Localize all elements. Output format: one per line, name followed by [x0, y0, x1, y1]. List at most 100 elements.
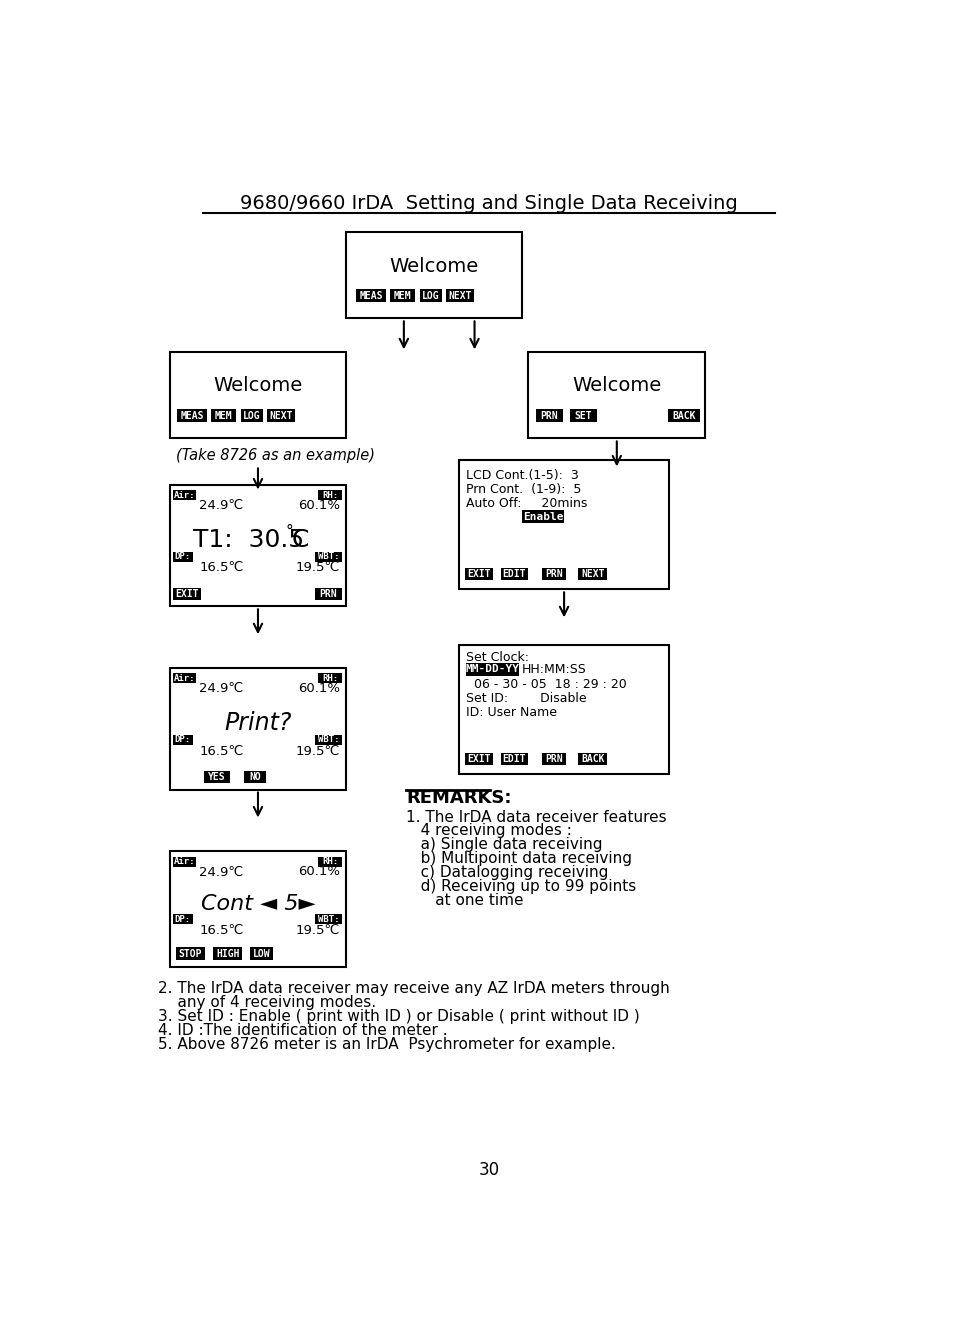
FancyBboxPatch shape [458, 645, 669, 774]
Text: ID: User Name: ID: User Name [466, 706, 557, 719]
Text: any of 4 receiving modes.: any of 4 receiving modes. [158, 995, 375, 1011]
FancyBboxPatch shape [172, 673, 195, 683]
Text: HH:MM:SS: HH:MM:SS [521, 663, 586, 676]
FancyBboxPatch shape [177, 409, 207, 422]
Text: EXIT: EXIT [174, 589, 198, 599]
Text: 60.1%: 60.1% [297, 866, 340, 879]
Text: EXIT: EXIT [467, 569, 490, 579]
Text: RH:: RH: [322, 857, 337, 866]
Text: WBT:: WBT: [317, 915, 339, 923]
Text: 19.5℃: 19.5℃ [295, 745, 340, 758]
Text: SET: SET [574, 411, 592, 421]
Text: WBT:: WBT: [317, 735, 339, 745]
Text: Auto Off:     20mins: Auto Off: 20mins [466, 497, 587, 509]
FancyBboxPatch shape [172, 735, 193, 745]
Text: DP:: DP: [174, 552, 191, 562]
FancyBboxPatch shape [172, 491, 195, 500]
Text: 16.5℃: 16.5℃ [199, 562, 243, 574]
Text: MEM: MEM [214, 411, 233, 421]
FancyBboxPatch shape [464, 753, 493, 765]
FancyBboxPatch shape [170, 352, 346, 438]
Text: Enable: Enable [522, 512, 563, 521]
FancyBboxPatch shape [578, 753, 607, 765]
FancyBboxPatch shape [315, 587, 341, 601]
FancyBboxPatch shape [542, 753, 565, 765]
FancyBboxPatch shape [318, 673, 341, 683]
Text: 3. Set ID : Enable ( print with ID ) or Disable ( print without ID ): 3. Set ID : Enable ( print with ID ) or … [158, 1009, 639, 1024]
Text: 30: 30 [477, 1161, 499, 1179]
FancyBboxPatch shape [318, 856, 341, 867]
Text: C: C [291, 528, 309, 552]
Text: 16.5℃: 16.5℃ [199, 925, 243, 937]
Text: c) Datalogging receiving: c) Datalogging receiving [406, 866, 608, 880]
FancyBboxPatch shape [172, 551, 193, 562]
Text: NO: NO [249, 773, 260, 782]
FancyBboxPatch shape [570, 409, 596, 422]
FancyBboxPatch shape [170, 485, 346, 606]
Text: at one time: at one time [406, 892, 523, 907]
FancyBboxPatch shape [175, 948, 205, 960]
Text: Set ID:        Disable: Set ID: Disable [466, 692, 586, 706]
FancyBboxPatch shape [318, 491, 341, 500]
Text: Print?: Print? [224, 711, 292, 735]
Text: PRN: PRN [540, 411, 558, 421]
Text: 4. ID :The identification of the meter .: 4. ID :The identification of the meter . [158, 1023, 447, 1038]
Text: LCD Cont.(1-5):  3: LCD Cont.(1-5): 3 [466, 469, 578, 482]
FancyBboxPatch shape [446, 289, 474, 302]
Text: BACK: BACK [580, 754, 604, 763]
Text: Air:: Air: [173, 857, 195, 866]
Text: °: ° [286, 523, 294, 539]
Text: 16.5℃: 16.5℃ [199, 745, 243, 758]
FancyBboxPatch shape [241, 409, 262, 422]
Text: YES: YES [208, 773, 226, 782]
FancyBboxPatch shape [667, 409, 700, 422]
FancyBboxPatch shape [250, 948, 274, 960]
Text: 19.5℃: 19.5℃ [295, 562, 340, 574]
FancyBboxPatch shape [315, 735, 341, 745]
Text: Cont ◄ 5►: Cont ◄ 5► [200, 894, 314, 914]
FancyBboxPatch shape [212, 409, 236, 422]
Text: RH:: RH: [322, 491, 337, 500]
Text: RH:: RH: [322, 673, 337, 683]
Text: MEAS: MEAS [359, 290, 382, 301]
FancyBboxPatch shape [419, 289, 441, 302]
Text: LOG: LOG [243, 411, 260, 421]
Text: 9680/9660 IrDA  Setting and Single Data Receiving: 9680/9660 IrDA Setting and Single Data R… [240, 194, 737, 214]
FancyBboxPatch shape [542, 567, 565, 581]
FancyBboxPatch shape [528, 352, 704, 438]
Text: MEAS: MEAS [180, 411, 204, 421]
Text: LOW: LOW [253, 949, 271, 958]
Text: 2. The IrDA data receiver may receive any AZ IrDA meters through: 2. The IrDA data receiver may receive an… [158, 981, 669, 996]
Text: 5. Above 8726 meter is an IrDA  Psychrometer for example.: 5. Above 8726 meter is an IrDA Psychrome… [158, 1036, 616, 1052]
Text: 19.5℃: 19.5℃ [295, 925, 340, 937]
Text: (Take 8726 as an example): (Take 8726 as an example) [175, 448, 375, 462]
FancyBboxPatch shape [213, 948, 242, 960]
Text: DP:: DP: [174, 915, 191, 923]
FancyBboxPatch shape [172, 587, 200, 601]
Text: 24.9℃: 24.9℃ [199, 866, 243, 879]
FancyBboxPatch shape [578, 567, 607, 581]
FancyBboxPatch shape [315, 551, 341, 562]
Text: BACK: BACK [672, 411, 696, 421]
FancyBboxPatch shape [267, 409, 294, 422]
Text: Prn Cont.  (1-9):  5: Prn Cont. (1-9): 5 [466, 482, 581, 496]
Text: PRN: PRN [545, 754, 562, 763]
FancyBboxPatch shape [172, 914, 193, 925]
FancyBboxPatch shape [315, 914, 341, 925]
Text: Set Clock:: Set Clock: [466, 650, 529, 664]
FancyBboxPatch shape [390, 289, 415, 302]
Text: HIGH: HIGH [215, 949, 239, 958]
FancyBboxPatch shape [458, 460, 669, 590]
Text: EDIT: EDIT [502, 569, 526, 579]
Text: NEXT: NEXT [269, 411, 293, 421]
Text: STOP: STOP [178, 949, 202, 958]
Text: EDIT: EDIT [502, 754, 526, 763]
Text: NEXT: NEXT [580, 569, 604, 579]
Text: 24.9℃: 24.9℃ [199, 683, 243, 695]
Text: Welcome: Welcome [213, 376, 302, 395]
Text: MEM: MEM [394, 290, 412, 301]
Text: EXIT: EXIT [467, 754, 490, 763]
FancyBboxPatch shape [356, 289, 385, 302]
FancyBboxPatch shape [500, 567, 528, 581]
FancyBboxPatch shape [244, 771, 266, 784]
